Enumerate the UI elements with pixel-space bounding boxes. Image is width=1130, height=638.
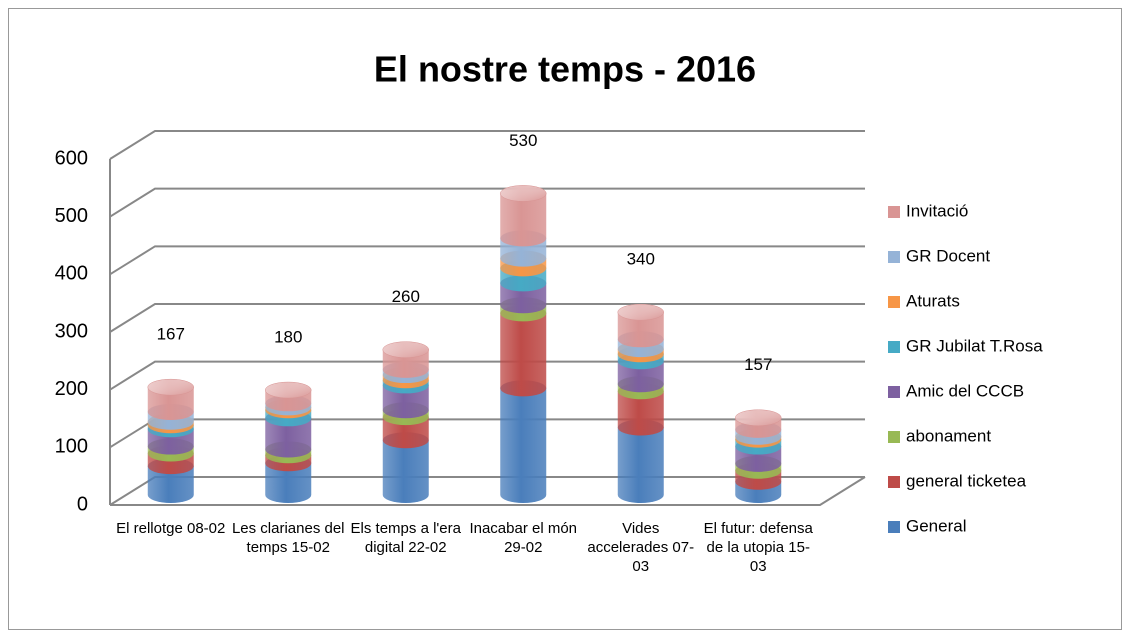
x-tick-label: El rellotge 08-02 [116,520,226,537]
bar-segment [500,380,547,503]
y-tick-label: 400 [55,263,88,285]
x-tick-label: Els temps a l'era digital 22-02 [350,520,461,556]
x-tick-label: Inacabar el món 29-02 [469,520,578,556]
x-tick-label: El futur: defensa de la utopia 15-03 [703,520,813,575]
legend-label: GR Jubilat T.Rosa [906,336,1043,355]
legend-label: General [906,516,966,535]
legend-swatch [888,251,900,263]
bar-top [147,378,194,396]
total-label: 157 [744,355,772,374]
total-label: 167 [157,325,185,344]
legend-swatch [888,431,900,443]
legend-label: general ticketea [906,471,1027,490]
bar-top [617,303,664,321]
legend-label: GR Docent [906,246,990,265]
bar-segment [382,432,429,503]
legend-swatch [888,386,900,398]
legend-label: abonament [906,426,991,445]
y-tick-label: 300 [55,320,88,342]
grid-line [109,187,865,218]
chart-title: El nostre temps - 2016 [374,49,756,90]
total-label: 180 [274,328,302,347]
bar-top [382,341,429,358]
legend-label: Aturats [906,291,960,310]
y-tick-label: 600 [55,147,88,169]
grid-line [109,245,865,276]
legend-label: Amic del CCCB [906,381,1024,400]
grid-line [109,130,865,160]
bar-segment [500,185,547,247]
legend-swatch [888,521,900,533]
legend-label: Invitació [906,201,968,220]
bar-segment [500,305,547,397]
floor [110,476,866,506]
legend-swatch [888,296,900,308]
x-tick-label: Vides accelerades 07-03 [587,520,695,575]
bar-top [500,185,547,202]
legend-swatch [888,476,900,488]
x-tick-label: Les clarianes del temps 15-02 [231,520,345,556]
bar-top [735,409,782,426]
legend-swatch [888,206,900,218]
y-tick-label: 200 [55,378,88,400]
bar-segment [617,419,664,503]
grid-line [109,303,865,333]
chart-border [8,8,1122,630]
y-tick-label: 100 [55,436,88,458]
y-tick-label: 0 [77,493,88,515]
bar-top [265,381,312,399]
y-tick-label: 500 [55,205,88,227]
total-label: 530 [509,131,537,150]
total-label: 260 [392,287,420,306]
total-label: 340 [627,250,655,269]
legend-swatch [888,341,900,353]
